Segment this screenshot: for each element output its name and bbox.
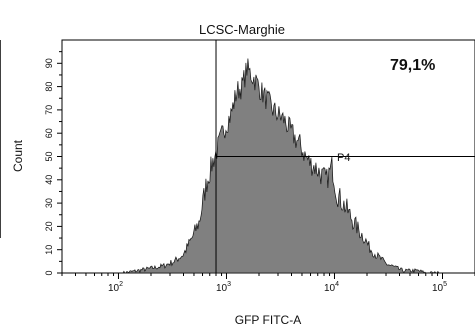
y-tick-label: 40 — [44, 175, 54, 185]
x-tick-label: 104 — [324, 281, 339, 294]
y-axis-label: Count — [11, 139, 25, 172]
y-tick-label: 0 — [44, 270, 54, 275]
histogram-area — [122, 58, 443, 274]
x-tick-exponent: 3 — [227, 281, 231, 288]
x-tick-label: 103 — [216, 281, 231, 294]
x-tick-label: 102 — [108, 281, 123, 294]
gate-label: P4 — [337, 152, 350, 164]
y-tick-label: 70 — [44, 105, 54, 115]
y-tick-label: 60 — [44, 128, 54, 138]
gate-layer — [215, 40, 475, 273]
y-tick-label: 50 — [44, 151, 54, 161]
x-tick-exponent: 5 — [443, 281, 447, 288]
x-tick-exponent: 2 — [119, 281, 123, 288]
y-tick-label: 90 — [44, 58, 54, 68]
x-axis-label: GFP FITC-A — [235, 313, 301, 327]
y-tick-label: 30 — [44, 198, 54, 208]
histogram-layer — [122, 58, 443, 274]
x-tick-exponent: 4 — [335, 281, 339, 288]
x-tick-label: 105 — [432, 281, 447, 294]
y-axis: 0 10 20 30 40 50 60 70 80 90 — [44, 51, 62, 276]
y-tick-label: 20 — [44, 221, 54, 231]
y-tick-label: 80 — [44, 82, 54, 92]
y-tick-label: 10 — [44, 245, 54, 255]
percentage-annotation: 79,1% — [390, 57, 435, 74]
chart-title: LCSC-Marghie — [199, 22, 285, 37]
x-axis: 102 103 104 105 — [61, 273, 475, 294]
